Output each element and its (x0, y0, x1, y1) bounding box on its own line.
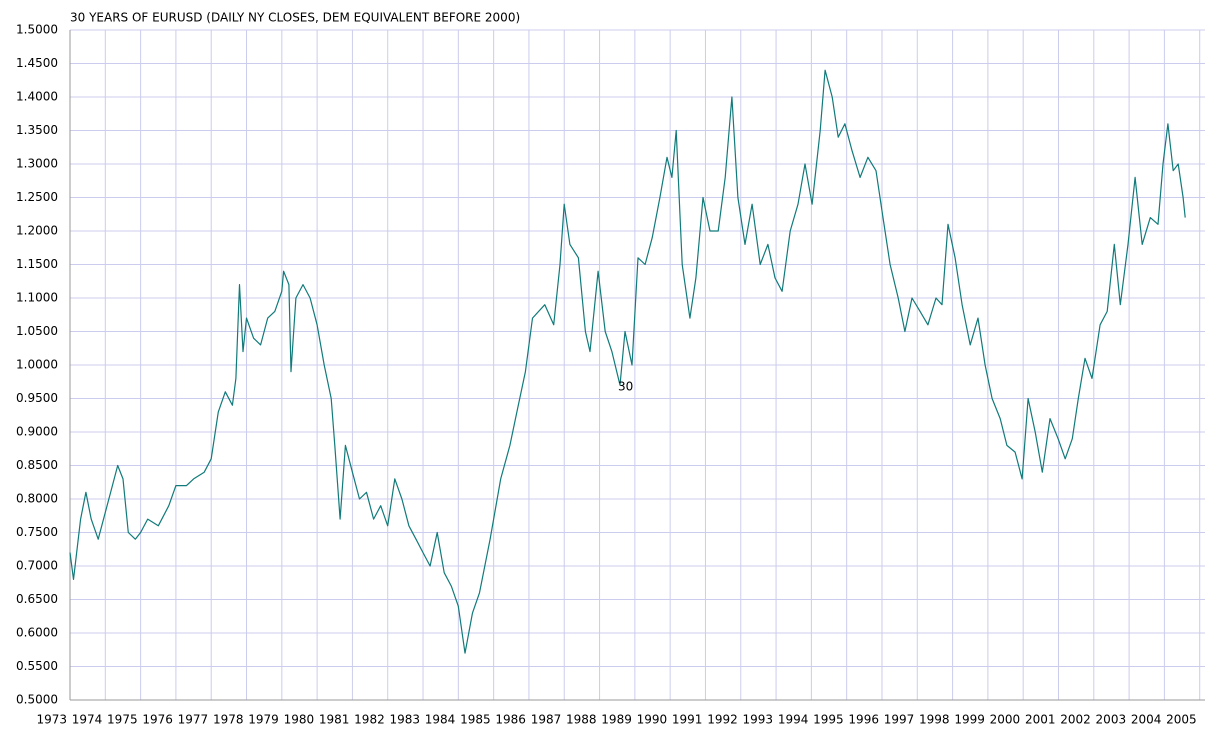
x-tick-label: 1977 (178, 713, 209, 727)
x-tick-label: 1989 (601, 713, 632, 727)
x-tick-label: 1979 (248, 713, 279, 727)
y-tick-label: 0.8500 (16, 458, 58, 472)
x-tick-label: 1999 (954, 713, 985, 727)
x-tick-label: 1991 (672, 713, 703, 727)
x-tick-label: 1993 (743, 713, 774, 727)
x-tick-label: 1973 (36, 713, 67, 727)
y-tick-label: 1.1500 (16, 257, 58, 271)
y-tick-label: 0.8000 (16, 492, 58, 506)
y-tick-label: 1.3500 (16, 123, 58, 137)
x-tick-label: 1982 (354, 713, 385, 727)
y-tick-label: 1.2000 (16, 224, 58, 238)
y-tick-label: 1.4500 (16, 56, 58, 70)
y-tick-label: 0.7500 (16, 525, 58, 539)
x-tick-label: 1974 (72, 713, 103, 727)
y-tick-label: 1.4000 (16, 90, 58, 104)
y-tick-label: 1.2500 (16, 190, 58, 204)
x-tick-label: 2002 (1060, 713, 1091, 727)
y-tick-label: 0.9500 (16, 391, 58, 405)
y-tick-label: 1.1000 (16, 291, 58, 305)
x-tick-label: 1992 (707, 713, 738, 727)
x-tick-label: 1984 (425, 713, 456, 727)
chart-title: 30 YEARS OF EURUSD (DAILY NY CLOSES, DEM… (70, 11, 520, 25)
x-tick-label: 1983 (389, 713, 420, 727)
y-tick-label: 1.3000 (16, 157, 58, 171)
y-tick-label: 0.5500 (16, 659, 58, 673)
x-tick-label: 2005 (1166, 713, 1197, 727)
x-tick-label: 1998 (919, 713, 950, 727)
annotation: 30 (618, 380, 633, 394)
x-tick-label: 2000 (990, 713, 1021, 727)
x-tick-label: 1994 (778, 713, 809, 727)
y-tick-label: 0.5000 (16, 693, 58, 707)
x-tick-label: 1995 (813, 713, 844, 727)
x-tick-label: 2001 (1025, 713, 1056, 727)
y-tick-label: 1.0000 (16, 358, 58, 372)
x-tick-label: 2003 (1096, 713, 1127, 727)
y-tick-label: 1.5000 (16, 23, 58, 37)
y-tick-label: 0.9000 (16, 425, 58, 439)
price-line (69, 69, 1186, 654)
x-tick-label: 1978 (213, 713, 244, 727)
x-tick-label: 1980 (284, 713, 315, 727)
x-tick-label: 1986 (495, 713, 526, 727)
x-tick-label: 1976 (142, 713, 173, 727)
x-tick-label: 1981 (319, 713, 350, 727)
y-tick-label: 0.7000 (16, 559, 58, 573)
x-tick-label: 1987 (531, 713, 562, 727)
x-tick-label: 2004 (1131, 713, 1162, 727)
x-tick-label: 1996 (848, 713, 879, 727)
y-tick-label: 0.6500 (16, 592, 58, 606)
y-tick-label: 0.6000 (16, 626, 58, 640)
x-tick-label: 1990 (637, 713, 668, 727)
x-tick-label: 1975 (107, 713, 138, 727)
x-tick-label: 1985 (460, 713, 491, 727)
y-tick-label: 1.0500 (16, 324, 58, 338)
x-tick-label: 1988 (566, 713, 597, 727)
x-tick-label: 1997 (884, 713, 915, 727)
